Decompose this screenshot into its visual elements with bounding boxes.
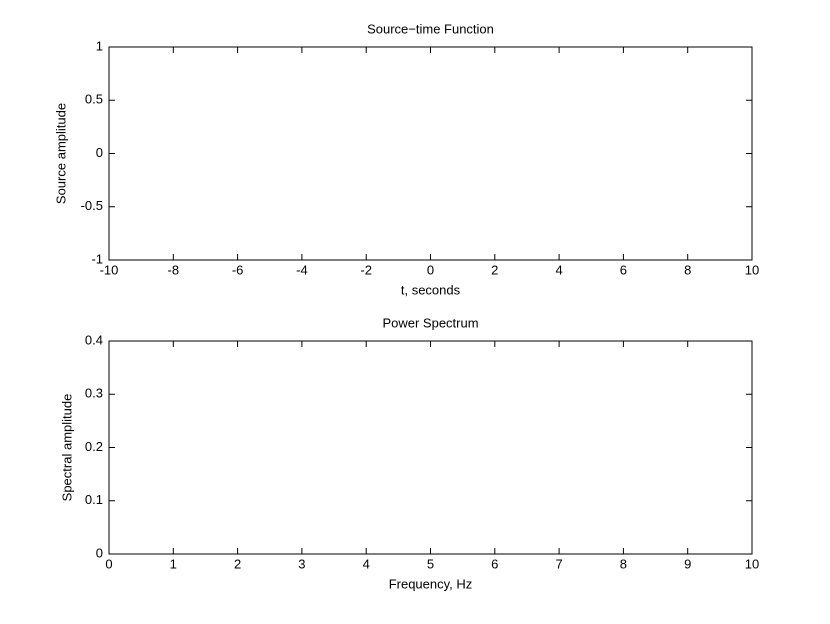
x-tick-label: 0 <box>105 556 112 571</box>
x-axis-label: Frequency, Hz <box>389 576 473 591</box>
y-tick-label: -0.5 <box>81 198 103 213</box>
x-tick-label: 8 <box>684 262 691 277</box>
y-axis-label: Spectral amplitude <box>59 394 74 502</box>
x-tick-label: -10 <box>100 262 119 277</box>
chart-title: Power Spectrum <box>382 315 478 330</box>
y-tick-label: 0.3 <box>85 386 103 401</box>
x-tick-label: 4 <box>555 262 562 277</box>
y-axis-label: Source amplitude <box>53 103 68 204</box>
y-tick-label: -1 <box>91 251 103 266</box>
chart-title: Source−time Function <box>367 21 494 36</box>
x-tick-label: 3 <box>298 556 305 571</box>
plot-area <box>108 340 753 555</box>
y-tick-label: 0 <box>96 145 103 160</box>
x-tick-label: 1 <box>170 556 177 571</box>
x-tick-label: 6 <box>491 556 498 571</box>
x-tick-label: 10 <box>745 556 759 571</box>
x-tick-label: 10 <box>745 262 759 277</box>
x-tick-label: -6 <box>232 262 244 277</box>
x-tick-label: -4 <box>296 262 308 277</box>
subplot: 0 1 2 3 4 5 6 7 8 9 10 0 0.1 0.2 0.3 0.4 Power Spectrum F… <box>59 315 759 591</box>
y-tick-label: 0.5 <box>85 92 103 107</box>
y-tick-label: 0 <box>96 545 103 560</box>
subplot: -10 -8 -6 -4 -2 0 2 4 6 8 10 -1 -0.5 0 0.5 1 Source−time… <box>53 21 759 297</box>
x-tick-label: 2 <box>491 262 498 277</box>
x-tick-label: 8 <box>620 556 627 571</box>
plot-area <box>108 46 753 261</box>
x-tick-label: 2 <box>234 556 241 571</box>
x-tick-label: -8 <box>168 262 180 277</box>
x-tick-label: 5 <box>427 556 434 571</box>
y-tick-label: 0.2 <box>85 439 103 454</box>
x-tick-label: 0 <box>427 262 434 277</box>
x-tick-label: -2 <box>360 262 372 277</box>
x-axis-label: t, seconds <box>401 282 461 297</box>
x-tick-label: 6 <box>620 262 627 277</box>
x-tick-label: 4 <box>363 556 370 571</box>
y-tick-label: 1 <box>96 38 103 53</box>
y-tick-label: 0.1 <box>85 492 103 507</box>
y-tick-label: 0.4 <box>85 332 103 347</box>
x-tick-label: 9 <box>684 556 691 571</box>
x-tick-label: 7 <box>555 556 562 571</box>
